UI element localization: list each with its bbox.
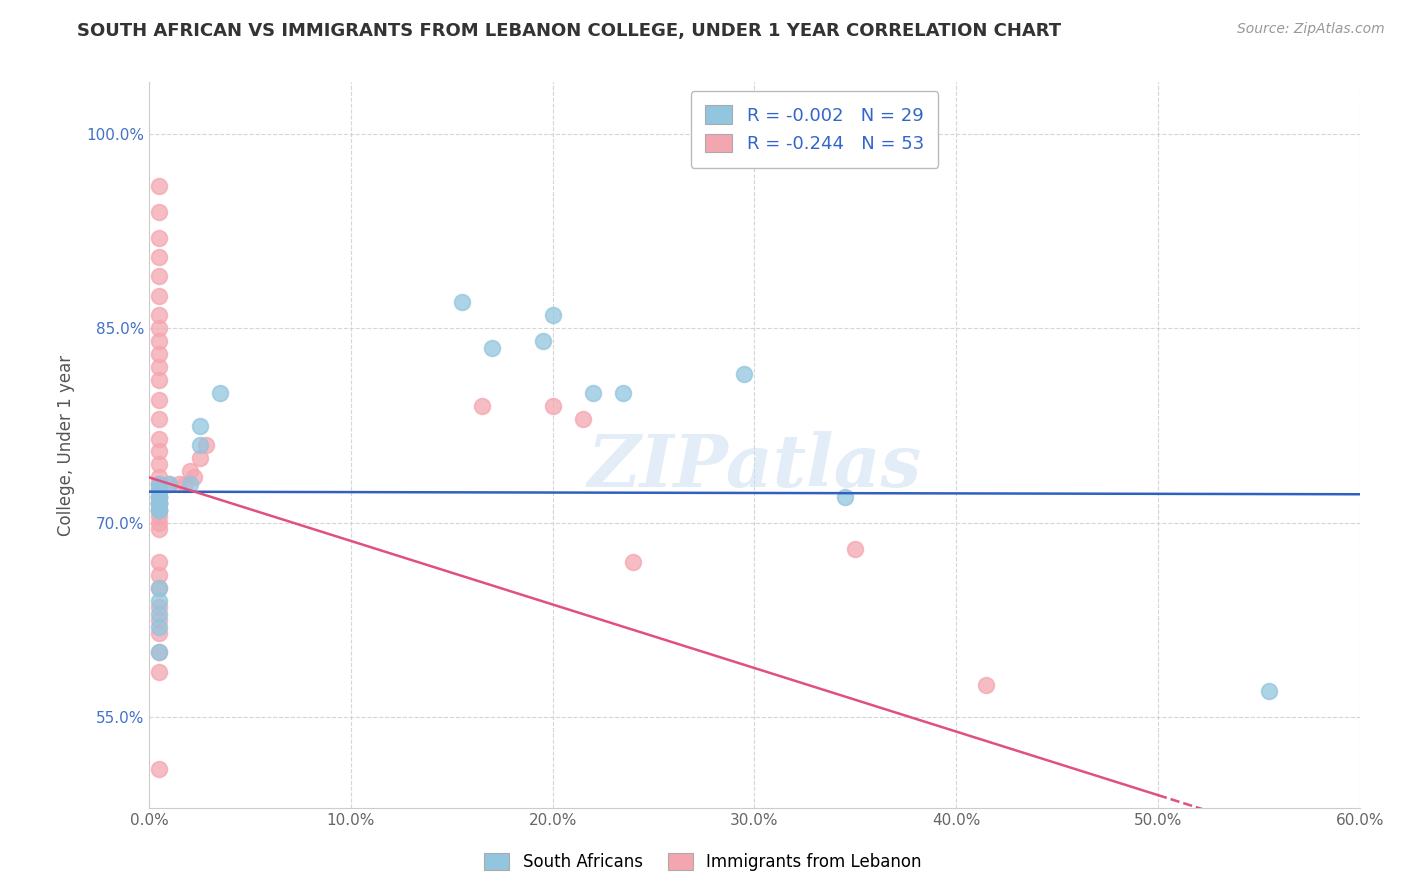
Point <box>148 645 170 659</box>
Point <box>612 386 634 401</box>
Point <box>148 432 170 446</box>
Point <box>188 418 211 433</box>
Point <box>194 438 217 452</box>
Point <box>148 600 170 615</box>
Point <box>148 496 170 510</box>
Point <box>148 665 170 679</box>
Point <box>179 464 201 478</box>
Point <box>148 509 170 524</box>
Point <box>157 476 180 491</box>
Point <box>733 367 755 381</box>
Point <box>148 483 170 498</box>
Point <box>179 476 201 491</box>
Point <box>531 334 554 349</box>
Point <box>148 626 170 640</box>
Point <box>621 555 644 569</box>
Point <box>148 607 170 621</box>
Point <box>148 645 170 659</box>
Point <box>148 613 170 627</box>
Point <box>148 360 170 375</box>
Point <box>148 204 170 219</box>
Point <box>183 470 205 484</box>
Point <box>148 490 170 504</box>
Point <box>148 503 170 517</box>
Point <box>582 386 605 401</box>
Point <box>148 476 170 491</box>
Point <box>148 373 170 387</box>
Point <box>451 295 474 310</box>
Point <box>148 503 170 517</box>
Point <box>148 308 170 322</box>
Point <box>148 522 170 536</box>
Point <box>208 386 231 401</box>
Point <box>148 503 170 517</box>
Point <box>188 450 211 465</box>
Point <box>148 250 170 264</box>
Point <box>148 503 170 517</box>
Point <box>148 321 170 335</box>
Point <box>148 289 170 303</box>
Point <box>481 341 503 355</box>
Point <box>148 496 170 510</box>
Point <box>148 269 170 284</box>
Point <box>148 762 170 776</box>
Point <box>148 230 170 244</box>
Point <box>148 581 170 595</box>
Point <box>148 490 170 504</box>
Point <box>169 476 191 491</box>
Point <box>148 496 170 510</box>
Point <box>148 490 170 504</box>
Point <box>148 347 170 361</box>
Point <box>148 444 170 458</box>
Point <box>148 619 170 633</box>
Point <box>148 567 170 582</box>
Point <box>148 178 170 193</box>
Point <box>148 496 170 510</box>
Point <box>148 490 170 504</box>
Point <box>148 593 170 607</box>
Point <box>541 308 564 322</box>
Y-axis label: College, Under 1 year: College, Under 1 year <box>58 354 75 535</box>
Point <box>148 392 170 407</box>
Point <box>157 476 180 491</box>
Point <box>148 483 170 498</box>
Point <box>148 470 170 484</box>
Text: SOUTH AFRICAN VS IMMIGRANTS FROM LEBANON COLLEGE, UNDER 1 YEAR CORRELATION CHART: SOUTH AFRICAN VS IMMIGRANTS FROM LEBANON… <box>77 22 1062 40</box>
Point <box>1258 684 1281 698</box>
Point <box>148 334 170 349</box>
Point <box>976 678 998 692</box>
Point <box>188 438 211 452</box>
Point <box>148 581 170 595</box>
Point <box>148 496 170 510</box>
Point <box>174 476 197 491</box>
Point <box>471 399 494 413</box>
Point <box>148 476 170 491</box>
Point <box>541 399 564 413</box>
Point <box>148 412 170 426</box>
Point <box>148 555 170 569</box>
Text: ZIPatlas: ZIPatlas <box>588 431 921 502</box>
Point <box>148 516 170 530</box>
Legend: R = -0.002   N = 29, R = -0.244   N = 53: R = -0.002 N = 29, R = -0.244 N = 53 <box>690 91 938 168</box>
Text: Source: ZipAtlas.com: Source: ZipAtlas.com <box>1237 22 1385 37</box>
Point <box>148 476 170 491</box>
Point <box>572 412 595 426</box>
Legend: South Africans, Immigrants from Lebanon: South Africans, Immigrants from Lebanon <box>477 845 929 880</box>
Point <box>148 483 170 498</box>
Point <box>148 458 170 472</box>
Point <box>844 541 866 556</box>
Point <box>834 490 856 504</box>
